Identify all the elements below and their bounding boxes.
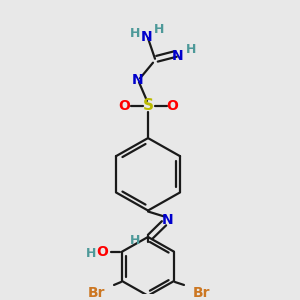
Text: H: H (86, 247, 96, 260)
Text: S: S (142, 98, 154, 113)
Text: H: H (154, 23, 164, 36)
Text: O: O (118, 99, 130, 113)
Text: H: H (130, 234, 140, 248)
Text: O: O (166, 99, 178, 113)
Text: H: H (186, 44, 196, 56)
Text: N: N (132, 73, 144, 87)
Text: N: N (162, 213, 174, 227)
Text: O: O (96, 245, 108, 259)
Text: N: N (172, 49, 184, 63)
Text: Br: Br (87, 286, 105, 300)
Text: Br: Br (193, 286, 211, 300)
Text: N: N (141, 30, 153, 44)
Text: H: H (130, 27, 140, 40)
